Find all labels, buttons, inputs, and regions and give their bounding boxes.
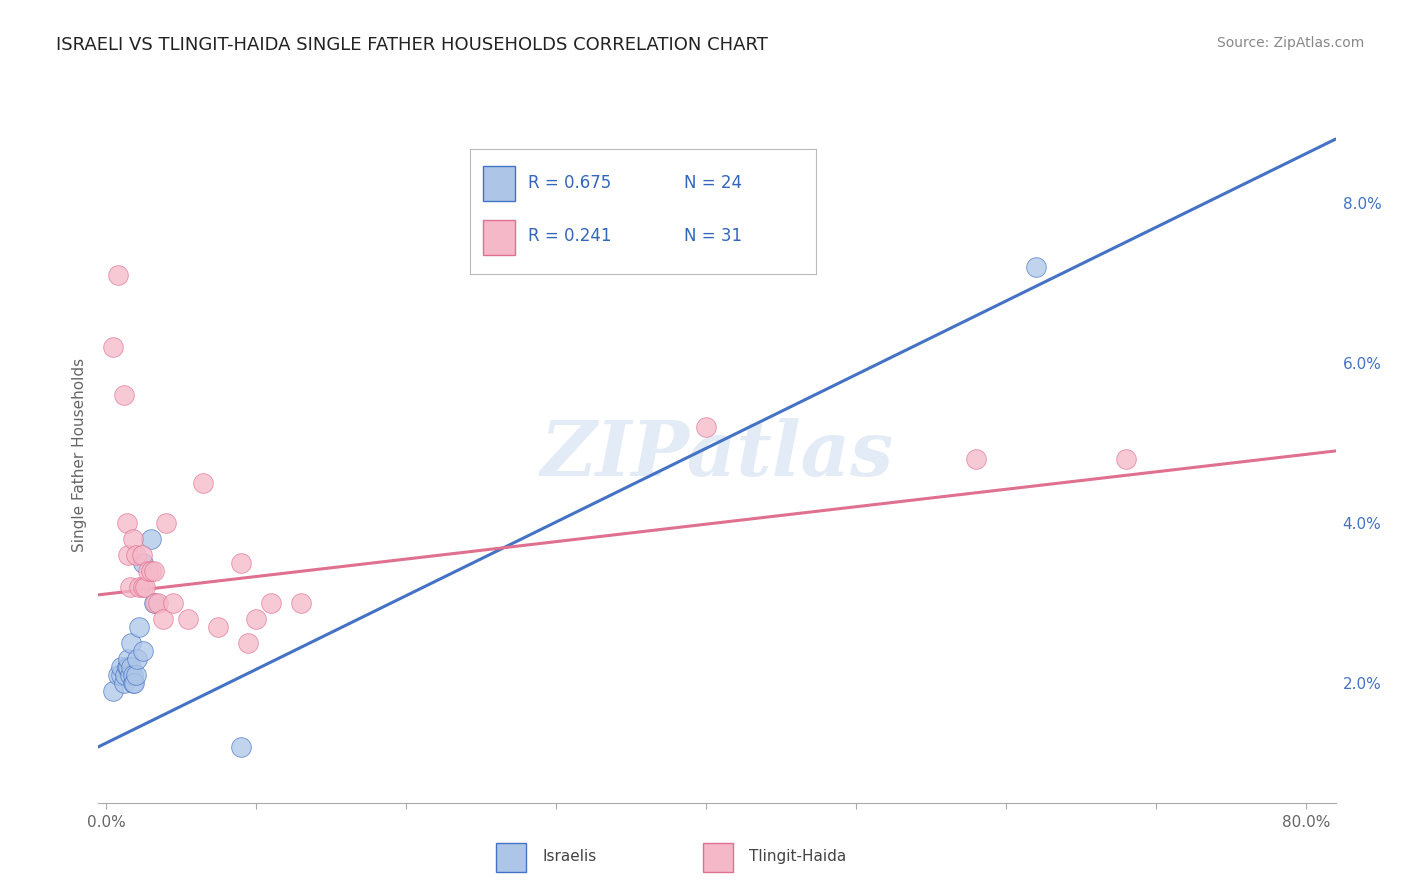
Point xyxy=(139,532,162,546)
Point xyxy=(695,420,717,434)
Point xyxy=(122,668,145,682)
Point xyxy=(112,388,135,402)
Text: N = 31: N = 31 xyxy=(685,227,742,245)
Point xyxy=(112,676,135,690)
FancyBboxPatch shape xyxy=(484,166,515,202)
Point xyxy=(118,668,141,682)
Point xyxy=(117,660,139,674)
Y-axis label: Single Father Households: Single Father Households xyxy=(72,358,87,552)
Point xyxy=(124,676,146,690)
Point xyxy=(155,516,177,530)
Text: Israelis: Israelis xyxy=(543,849,598,863)
Point xyxy=(229,739,252,754)
Point xyxy=(120,636,142,650)
Point xyxy=(117,548,139,562)
Point xyxy=(103,340,125,354)
Text: ISRAELI VS TLINGIT-HAIDA SINGLE FATHER HOUSEHOLDS CORRELATION CHART: ISRAELI VS TLINGIT-HAIDA SINGLE FATHER H… xyxy=(56,36,768,54)
Point xyxy=(131,548,153,562)
Point xyxy=(115,516,138,530)
Point xyxy=(120,660,142,674)
Point xyxy=(207,620,229,634)
Text: Source: ZipAtlas.com: Source: ZipAtlas.com xyxy=(1216,36,1364,50)
Point xyxy=(122,676,145,690)
Point xyxy=(118,580,141,594)
Point xyxy=(152,612,174,626)
Point xyxy=(238,636,260,650)
Point xyxy=(142,596,165,610)
Point xyxy=(107,668,129,682)
Point xyxy=(136,564,159,578)
FancyBboxPatch shape xyxy=(484,220,515,255)
Point xyxy=(132,556,155,570)
Text: Tlingit-Haida: Tlingit-Haida xyxy=(749,849,846,863)
Point xyxy=(132,580,155,594)
Point xyxy=(162,596,184,610)
Point xyxy=(128,620,150,634)
Point xyxy=(177,612,200,626)
Point xyxy=(117,652,139,666)
Point xyxy=(290,596,312,610)
Point xyxy=(110,660,132,674)
Point xyxy=(110,668,132,682)
Point xyxy=(128,580,150,594)
Point xyxy=(125,668,148,682)
Text: R = 0.241: R = 0.241 xyxy=(529,227,612,245)
Point xyxy=(1115,451,1137,466)
Point xyxy=(1025,260,1047,274)
Text: R = 0.675: R = 0.675 xyxy=(529,174,612,192)
Text: N = 24: N = 24 xyxy=(685,174,742,192)
Point xyxy=(107,268,129,282)
Point xyxy=(229,556,252,570)
FancyBboxPatch shape xyxy=(496,843,526,872)
Point xyxy=(148,596,170,610)
Point xyxy=(132,644,155,658)
Point xyxy=(114,668,136,682)
Point xyxy=(139,564,162,578)
Point xyxy=(142,564,165,578)
Point xyxy=(260,596,283,610)
FancyBboxPatch shape xyxy=(703,843,733,872)
Point xyxy=(127,652,149,666)
Point xyxy=(245,612,267,626)
Point xyxy=(125,548,148,562)
Point xyxy=(122,532,145,546)
Point xyxy=(145,596,167,610)
Point xyxy=(134,580,156,594)
Point xyxy=(193,475,215,490)
Point xyxy=(115,660,138,674)
Point xyxy=(103,683,125,698)
Point xyxy=(965,451,987,466)
Text: ZIPatlas: ZIPatlas xyxy=(540,418,894,491)
